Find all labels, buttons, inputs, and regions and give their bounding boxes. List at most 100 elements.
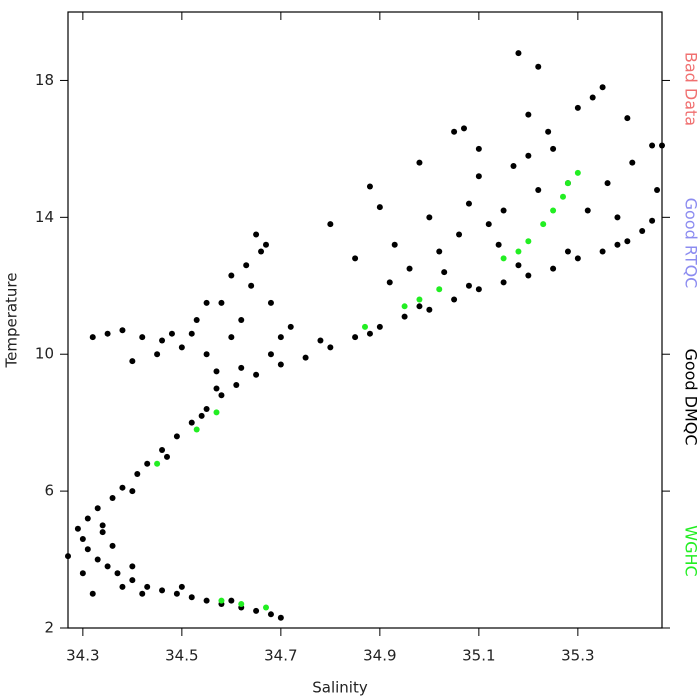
data-point — [515, 262, 522, 269]
data-point — [416, 296, 423, 303]
data-point — [535, 186, 542, 193]
y-axis-title: Temperature — [3, 272, 21, 368]
data-point — [366, 330, 373, 337]
data-point — [525, 152, 532, 159]
data-point — [589, 94, 596, 101]
data-point — [218, 597, 225, 604]
data-point — [248, 282, 255, 289]
data-point — [624, 115, 631, 122]
data-point — [203, 405, 210, 412]
data-point — [456, 231, 463, 238]
data-point — [267, 611, 274, 618]
plot-frame — [67, 11, 663, 629]
data-point — [238, 601, 245, 608]
data-point — [159, 337, 166, 344]
data-point — [159, 447, 166, 454]
data-point — [495, 241, 502, 248]
data-point — [188, 419, 195, 426]
data-point — [475, 173, 482, 180]
data-point — [253, 607, 260, 614]
data-point — [84, 546, 91, 553]
data-point — [515, 50, 522, 57]
x-tick-label: 34.9 — [363, 647, 396, 665]
data-point — [263, 241, 269, 248]
data-point — [574, 255, 581, 262]
data-point — [164, 453, 170, 460]
data-point — [649, 142, 656, 149]
data-point — [203, 299, 210, 306]
data-point — [213, 368, 220, 375]
data-point — [129, 358, 136, 365]
data-point — [144, 583, 151, 590]
data-point — [228, 334, 235, 341]
data-point — [564, 180, 571, 187]
data-point — [84, 515, 91, 522]
data-point — [253, 231, 260, 238]
data-point — [540, 221, 547, 228]
data-point — [475, 145, 482, 152]
data-point — [218, 299, 225, 306]
data-point — [287, 323, 294, 330]
data-point — [218, 392, 225, 399]
data-point — [79, 536, 86, 543]
data-point — [213, 385, 220, 392]
data-point — [129, 577, 136, 584]
data-point — [173, 590, 180, 597]
data-point — [352, 334, 359, 341]
data-point — [233, 382, 240, 389]
data-point — [193, 317, 200, 323]
x-tick-label: 34.7 — [264, 647, 297, 665]
legend-label: Bad Data — [682, 52, 700, 126]
data-point — [599, 248, 606, 255]
data-point — [109, 494, 116, 501]
data-point — [253, 371, 260, 378]
data-point — [654, 186, 661, 193]
data-point — [119, 327, 126, 334]
data-point — [302, 354, 309, 361]
data-point — [366, 183, 373, 190]
data-point — [327, 344, 334, 351]
data-point — [263, 604, 269, 611]
data-point — [267, 351, 274, 358]
y-tick-label: 2 — [44, 619, 54, 637]
data-point — [104, 330, 111, 337]
data-point — [629, 159, 636, 166]
y-tick-label: 14 — [35, 208, 54, 226]
data-point — [159, 587, 166, 594]
data-point — [203, 351, 210, 358]
data-point — [535, 63, 542, 70]
data-point — [238, 317, 245, 323]
data-point — [178, 583, 185, 590]
data-point — [277, 334, 284, 341]
data-point — [451, 128, 458, 135]
data-point — [436, 286, 443, 293]
data-point — [604, 180, 611, 187]
data-point — [461, 125, 467, 132]
data-point — [193, 426, 200, 433]
data-point — [129, 488, 136, 495]
data-point — [500, 255, 507, 262]
data-point — [564, 248, 571, 255]
data-point — [94, 505, 101, 512]
data-point — [317, 337, 324, 344]
data-point — [376, 323, 383, 330]
data-point — [465, 282, 472, 289]
data-point — [144, 460, 151, 467]
data-point — [639, 228, 646, 235]
y-tick-label: 6 — [44, 482, 54, 500]
data-point — [173, 433, 180, 440]
data-point — [65, 553, 71, 560]
y-tick-label: 10 — [35, 345, 54, 363]
data-point — [401, 313, 408, 320]
data-point — [510, 163, 517, 169]
data-point — [139, 334, 146, 341]
legend-label: Good RTQC — [682, 198, 700, 289]
data-point — [188, 330, 195, 337]
data-point — [352, 255, 359, 262]
data-point — [525, 111, 532, 118]
data-point — [401, 303, 408, 310]
data-point — [614, 241, 621, 248]
data-point — [327, 221, 334, 228]
data-point — [649, 217, 656, 224]
